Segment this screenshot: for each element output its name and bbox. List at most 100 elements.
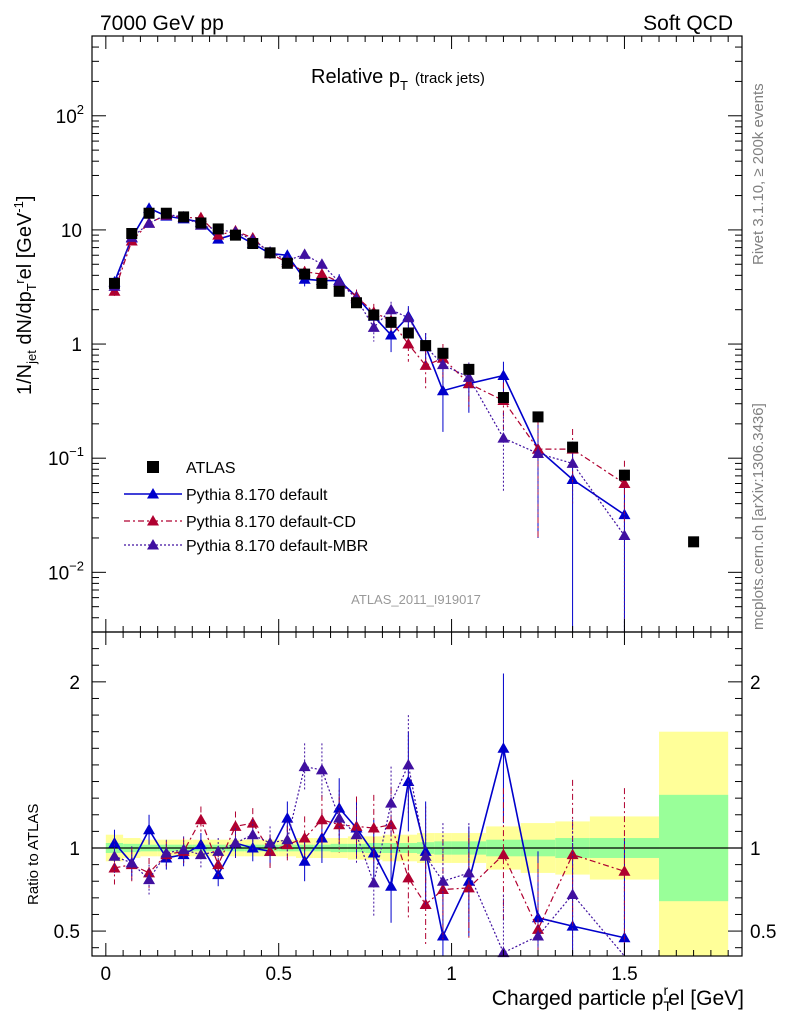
atlas-data-point <box>688 536 700 548</box>
data-point <box>532 930 545 941</box>
data-point <box>315 258 328 269</box>
atlas-data-point <box>143 207 155 219</box>
data-point <box>436 384 449 396</box>
ratio-tick-label-left: 1 <box>69 839 80 860</box>
title-suffix: (track jets) <box>415 70 485 87</box>
legend: ATLAS Pythia 8.170 default Pythia 8.170 de… <box>124 460 368 555</box>
atlas-data-point <box>333 285 345 297</box>
data-point <box>108 850 121 861</box>
legend-label: Pythia 8.170 default-MBR <box>186 538 368 555</box>
atlas-data <box>108 207 700 548</box>
data-point <box>618 477 631 489</box>
atlas-data-point <box>385 316 397 328</box>
title-main: Relative p <box>311 66 400 88</box>
rivet-version-label: Rivet 3.1.10, ≥ 200k events <box>750 83 767 265</box>
atlas-data-point <box>316 277 328 289</box>
y-tick-label: 1 <box>71 335 82 356</box>
data-point <box>350 828 363 840</box>
series-3 <box>108 208 631 958</box>
data-point <box>402 758 415 770</box>
data-point <box>281 812 294 823</box>
ratio-tick-label-left: 2 <box>69 673 80 694</box>
y-tick-label: 10 <box>61 221 82 242</box>
data-point <box>298 248 311 259</box>
atlas-data-point <box>532 411 544 423</box>
data-point <box>125 856 138 868</box>
atlas-data-point <box>420 340 432 352</box>
data-point <box>108 861 121 873</box>
data-point <box>246 842 259 853</box>
atlas-data-point <box>126 228 138 240</box>
ratio-axis-label: Ratio to ATLAS <box>25 804 42 905</box>
data-point <box>212 868 225 880</box>
atlas-data-point <box>437 347 449 359</box>
data-point <box>333 812 346 823</box>
data-point <box>436 358 449 370</box>
atlas-data-point <box>368 309 380 321</box>
data-point <box>497 432 510 443</box>
ratio-tick-label-left: 0.5 <box>54 922 80 943</box>
atlas-data-point <box>497 392 509 404</box>
title-subscript: T <box>400 78 408 93</box>
y-axis-label: 1/Njet dN/dpTrel [GeV-1] <box>11 196 39 395</box>
data-point <box>315 813 328 825</box>
data-point <box>532 447 545 458</box>
atlas-data-point <box>281 257 293 269</box>
chart-title: Relative pT (track jets) <box>311 66 485 93</box>
ratio-frame <box>91 631 743 957</box>
legend-marker-atlas <box>147 461 159 473</box>
atlas-data-point <box>402 327 414 339</box>
data-point <box>212 845 225 856</box>
data-point <box>160 846 173 858</box>
data-point <box>194 848 207 860</box>
data-point <box>419 359 432 370</box>
energy-label: 7000 GeV pp <box>100 12 224 35</box>
data-point <box>618 529 631 541</box>
process-label: Soft QCD <box>643 12 733 35</box>
atlas-data-point <box>178 211 190 223</box>
data-point <box>402 871 415 883</box>
legend-label: ATLAS <box>186 460 236 477</box>
data-point <box>566 848 579 860</box>
data-point <box>566 457 579 468</box>
data-point <box>385 880 398 891</box>
x-axis-label: Charged particle pTrel [GeV] <box>492 982 744 1014</box>
data-point <box>618 865 631 876</box>
data-point <box>532 911 545 923</box>
data-point <box>229 820 242 831</box>
data-point <box>147 539 159 550</box>
data-point <box>143 217 156 228</box>
x-tick-label: 0.5 <box>265 964 291 985</box>
data-point <box>419 850 432 861</box>
data-point <box>315 763 328 775</box>
atlas-data-point <box>618 469 630 481</box>
data-point <box>147 515 159 526</box>
atlas-data-point <box>463 363 475 375</box>
series-line <box>113 214 625 485</box>
data-point <box>497 742 510 753</box>
x-tick-label: 1.5 <box>611 964 637 985</box>
series-layer <box>108 202 700 958</box>
atlas-data-point <box>195 217 207 229</box>
data-point <box>281 833 294 845</box>
data-point <box>147 488 159 499</box>
data-point <box>385 329 398 340</box>
data-point <box>402 311 415 323</box>
ratio-tick-label-right: 2 <box>750 673 761 694</box>
atlas-data-point <box>350 297 362 309</box>
data-point <box>367 822 380 833</box>
data-point <box>298 760 311 772</box>
data-point <box>315 268 328 279</box>
atlas-data-point <box>160 207 172 219</box>
atlas-data-point <box>108 277 120 289</box>
data-point <box>194 838 207 850</box>
data-point <box>532 923 545 934</box>
data-point <box>246 828 259 840</box>
atlas-data-point <box>264 247 276 259</box>
data-point <box>618 931 631 943</box>
mcplots-label: mcplots.cern.ch [arXiv:1306.3436] <box>750 403 767 630</box>
data-point <box>246 817 259 828</box>
data-point <box>462 866 475 878</box>
data-point <box>333 275 346 287</box>
